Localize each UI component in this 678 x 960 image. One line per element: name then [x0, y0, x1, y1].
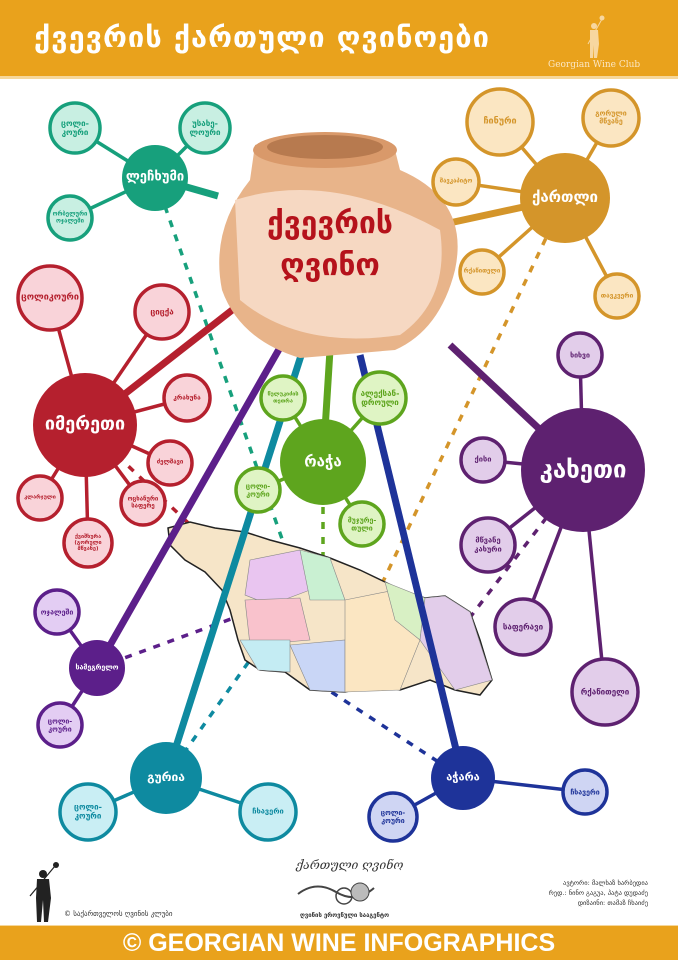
grape-variety-node [133, 283, 191, 341]
credit-editors: რედ.: ნინო გაგუა, პატა დუდაძე [548, 889, 648, 897]
footer-banner: © GEORGIAN WINE INFOGRAPHICS [0, 926, 678, 960]
grape-variety-node [458, 248, 506, 296]
qvevri-wine-title: ქვევრის ღვინო [267, 203, 393, 287]
region-map-pointer [164, 658, 252, 780]
region-map-pointer [358, 197, 567, 631]
grape-variety-node [593, 272, 641, 320]
wine-agency-name: ღვინის ეროვნული სააგენტო [300, 912, 389, 919]
club-name: Georgian Wine Club [548, 60, 641, 70]
region-node [69, 640, 125, 696]
grape-variety-node [119, 479, 167, 527]
header-banner: ქვევრის ქართული ღვინოები Georgian Wine C… [0, 0, 678, 79]
qvevri-jug [219, 132, 458, 358]
grape-variety-node [581, 88, 641, 148]
grape-variety-node [16, 474, 64, 522]
region-node [33, 373, 137, 477]
region-node [521, 408, 645, 532]
grape-variety-node [338, 500, 386, 548]
georgia-map [167, 521, 493, 696]
georgian-wine-logo: ქართული ღვინო [296, 858, 404, 872]
region-node [280, 419, 366, 505]
grape-variety-node [33, 588, 81, 636]
wine-club-figure-logo [587, 15, 605, 58]
club-copyright: © საქართველოს ღვინის კლუბი [64, 910, 173, 918]
grape-variety-node [234, 466, 282, 514]
region-map-pointer [96, 610, 251, 670]
grape-variety-node [259, 374, 307, 422]
region-node [122, 145, 188, 211]
region-map-pointer [153, 177, 302, 591]
grape-variety-node [162, 373, 212, 423]
page-title: ქვევრის ქართული ღვინოები [34, 20, 490, 54]
grape-variety-node [16, 264, 84, 332]
region-node [520, 153, 610, 243]
grape-variety-node [178, 101, 232, 155]
qvevri-title-line1: ქვევრის [267, 206, 393, 241]
region-node [431, 746, 495, 810]
region-node [130, 742, 202, 814]
author-credits: ავტორი: მალხაზ ხარბედია რედ.: ნინო გაგუა… [549, 878, 648, 908]
grape-variety-node [459, 516, 517, 574]
grape-variety-node [431, 157, 481, 207]
grape-variety-node [36, 701, 84, 749]
grape-variety-node [58, 782, 118, 842]
jug-region-link [93, 328, 294, 670]
grape-vine-emblem [297, 882, 375, 905]
credit-author: ავტორი: მალხაზ ხარბედია [563, 879, 648, 887]
grape-variety-node [493, 597, 553, 657]
grape-variety-node [238, 782, 298, 842]
grape-variety-node [465, 87, 535, 157]
grape-variety-node [352, 370, 408, 426]
grape-variety-node [367, 791, 419, 843]
grape-variety-node [146, 439, 194, 487]
wine-club-silhouette-logo [29, 862, 59, 922]
footer-credits: © საქართველოს ღვინის კლუბი ქართული ღვინო… [0, 850, 678, 928]
grape-variety-node [62, 517, 114, 569]
region-map-pointer [289, 663, 464, 780]
grape-variety-node [46, 194, 94, 242]
grape-variety-node [561, 768, 609, 816]
credit-design: დიზაინი: თამაზ ჩხაიძე [577, 899, 648, 907]
grape-variety-node [570, 657, 640, 727]
qvevri-title-line2: ღვინო [280, 248, 380, 283]
grape-variety-node [48, 101, 102, 155]
grape-variety-node [556, 331, 604, 379]
grape-variety-node [459, 436, 507, 484]
